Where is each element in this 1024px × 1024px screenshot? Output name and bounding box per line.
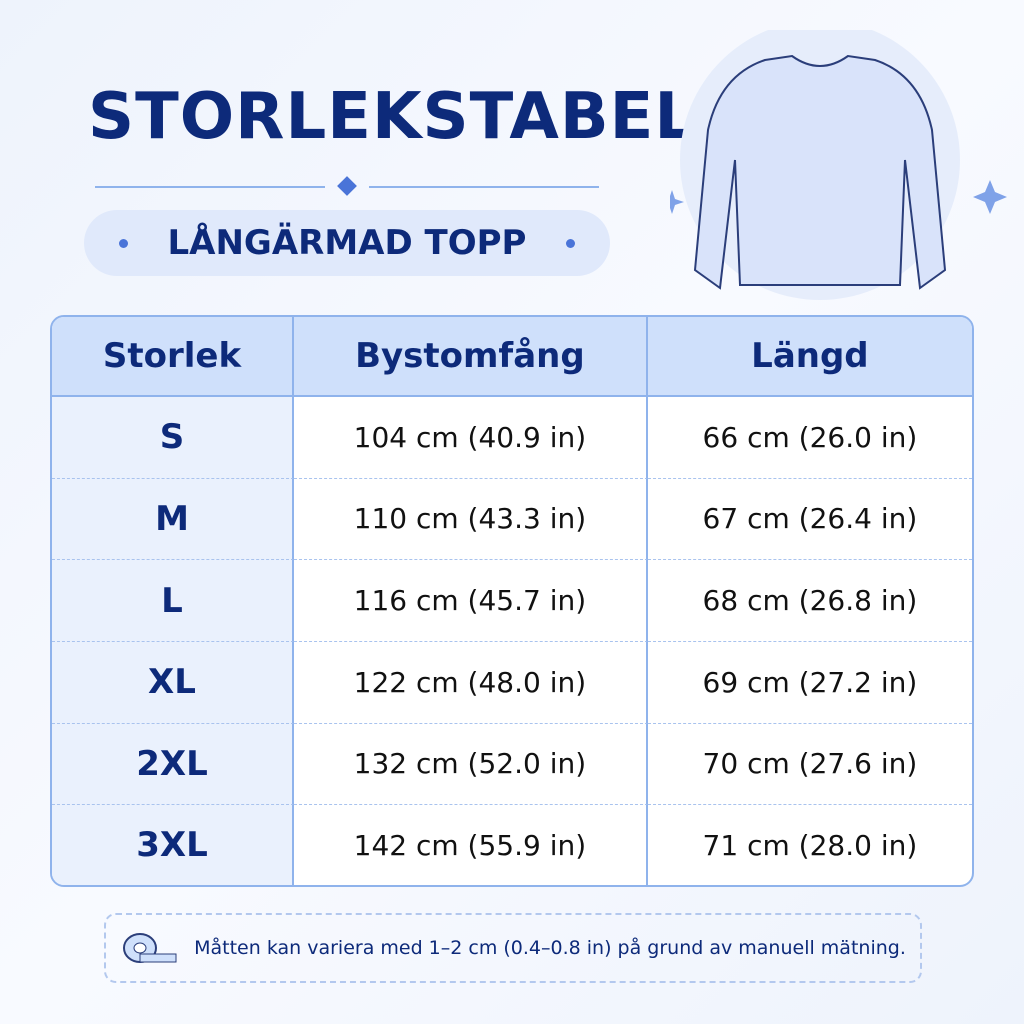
cell: 110 cm (43.3 in) xyxy=(294,478,648,561)
cell: M xyxy=(52,478,294,561)
title: STORLEKSTABELL xyxy=(88,80,738,154)
note: Måtten kan variera med 1–2 cm (0.4–0.8 i… xyxy=(194,937,906,959)
cell: 67 cm (26.4 in) xyxy=(647,479,972,561)
cell: 104 cm (40.9 in) xyxy=(294,397,648,479)
cell: S xyxy=(52,397,294,479)
cell: 122 cm (48.0 in) xyxy=(294,641,648,724)
cell: 68 cm (26.8 in) xyxy=(647,560,972,642)
size-table: Storlek Bystomfång Längd S 104 cm (40.9 in) 6… xyxy=(50,315,974,887)
cell: 71 cm (28.0 in) xyxy=(702,828,918,862)
row: 2XL 132 cm (52.0 in) 70 cm (27.6 in) xyxy=(52,723,972,806)
column-header: Storlek xyxy=(52,317,294,397)
column-header: Bystomfång xyxy=(294,317,648,397)
cell: 116 cm (45.7 in) xyxy=(294,560,648,642)
tape-icon xyxy=(123,933,177,963)
cell: 3XL xyxy=(52,805,294,885)
cell: 142 cm (55.9 in) xyxy=(294,805,648,885)
row: M 110 cm (43.3 in) 67 cm (26.4 in) xyxy=(52,478,972,561)
row: S 104 cm (40.9 in) 66 cm (26.0 in) xyxy=(52,397,972,479)
divider xyxy=(95,176,599,196)
row: XL 122 cm (48.0 in) 69 cm (27.2 in) xyxy=(52,641,972,724)
cell: 69 cm (27.2 in) xyxy=(647,642,972,724)
cell: 2XL xyxy=(52,723,294,806)
cell: 132 cm (52.0 in) xyxy=(294,723,648,806)
subtitle-pill: LÅNGÄRMAD TOPP xyxy=(84,210,610,276)
cell: L xyxy=(52,560,294,642)
row: 3XL 142 cm (55.9 in) 71 cm (28.0 in) xyxy=(52,805,972,885)
shirt-illustration xyxy=(670,30,1007,300)
row: L 116 cm (45.7 in) 68 cm (26.8 in) xyxy=(52,560,972,642)
note-box: Måtten kan variera med 1–2 cm (0.4–0.8 i… xyxy=(104,913,922,983)
column-header: Längd xyxy=(647,317,972,397)
cell: XL xyxy=(52,641,294,724)
cell: 70 cm (27.6 in) xyxy=(647,724,972,806)
subtitle: LÅNGÄRMAD TOPP xyxy=(167,223,527,263)
cell: 66 cm (26.0 in) xyxy=(647,397,972,479)
